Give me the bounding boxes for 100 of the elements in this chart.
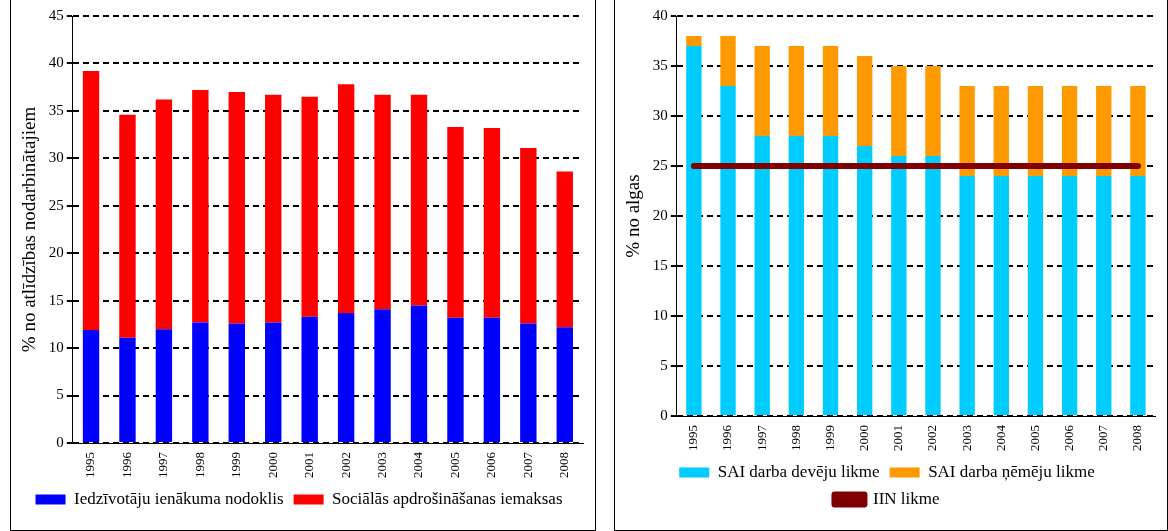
y-tick-label: 30 xyxy=(48,149,64,166)
x-tick-label: 1998 xyxy=(191,452,207,478)
bar xyxy=(447,127,464,318)
y-tick-label: 10 xyxy=(652,306,668,323)
y-tick-label: 5 xyxy=(660,356,668,373)
bar xyxy=(754,136,770,415)
bar xyxy=(82,330,100,442)
bar xyxy=(337,84,355,313)
y-tick-label: 15 xyxy=(48,291,64,308)
bar xyxy=(301,316,318,442)
legend-label: SAI darba devēju likme xyxy=(717,461,880,481)
bar xyxy=(686,36,702,46)
bar xyxy=(993,86,1009,176)
x-tick-label: 1998 xyxy=(787,425,803,451)
bar xyxy=(483,127,501,318)
y-tick-label: 35 xyxy=(652,56,668,73)
bar xyxy=(556,171,573,328)
bar xyxy=(228,91,245,324)
y-tick-label: 25 xyxy=(48,196,64,213)
x-tick-label: 2000 xyxy=(856,425,872,451)
bar xyxy=(856,146,873,415)
bar xyxy=(1130,176,1146,415)
bar xyxy=(556,327,573,442)
x-tick-label: 2008 xyxy=(556,452,572,478)
y-tick-label: 20 xyxy=(48,244,64,261)
bar xyxy=(925,66,941,156)
y-tick-label: 30 xyxy=(652,106,668,123)
bar xyxy=(410,94,428,306)
bar xyxy=(1027,176,1044,415)
bar xyxy=(155,329,173,442)
bar xyxy=(337,313,355,442)
bar xyxy=(301,96,318,317)
bar xyxy=(822,136,839,415)
y-tick-label: 20 xyxy=(652,206,668,223)
bar xyxy=(720,36,736,86)
x-tick-label: 1996 xyxy=(118,451,134,478)
bar xyxy=(925,156,941,415)
legend-label: Sociālās apdrošināšanas iemaksas xyxy=(332,488,563,508)
bar xyxy=(1096,86,1112,176)
x-tick-label: 2004 xyxy=(992,424,1008,451)
bar xyxy=(119,337,136,442)
bar xyxy=(754,46,770,136)
bar xyxy=(856,56,873,146)
bar xyxy=(686,46,702,415)
bar xyxy=(788,136,805,415)
bar xyxy=(959,176,975,415)
bar xyxy=(1130,86,1146,176)
x-tick-label: 2006 xyxy=(483,451,499,478)
y-tick-label: 45 xyxy=(48,6,64,23)
legend-label: SAI darba ņēmēju likme xyxy=(928,461,1095,481)
x-tick-label: 2001 xyxy=(890,425,906,451)
x-tick-label: 2005 xyxy=(446,452,462,478)
bar xyxy=(192,90,209,323)
y-tick-label: 0 xyxy=(56,433,64,450)
x-tick-label: 2003 xyxy=(373,452,389,478)
x-tick-label: 2001 xyxy=(301,452,317,478)
bar xyxy=(1061,176,1078,415)
y-tick-label: 35 xyxy=(48,101,64,118)
x-tick-label: 2002 xyxy=(337,452,353,478)
bar xyxy=(891,66,907,156)
y-tick-label: 25 xyxy=(652,156,668,173)
legend-label: Iedzīvotāju ienākuma nodoklis xyxy=(74,488,284,508)
bar xyxy=(155,99,173,330)
y-tick-label: 15 xyxy=(652,256,668,273)
bar xyxy=(1096,176,1112,415)
bar xyxy=(447,317,464,442)
bar xyxy=(82,71,100,331)
x-tick-label: 2008 xyxy=(1129,425,1145,451)
bar xyxy=(1027,86,1044,176)
bar xyxy=(959,86,975,176)
x-tick-label: 1995 xyxy=(82,452,98,478)
x-tick-label: 1997 xyxy=(753,424,769,451)
x-tick-label: 1999 xyxy=(228,452,244,478)
x-tick-label: 2007 xyxy=(1095,424,1111,451)
bar xyxy=(410,305,428,442)
x-tick-label: 1999 xyxy=(821,425,837,451)
y-tick-label: 0 xyxy=(660,406,668,423)
bar xyxy=(119,114,136,338)
y-tick-label: 40 xyxy=(652,6,668,23)
x-tick-label: 2003 xyxy=(958,425,974,451)
y-axis-title: % no algas xyxy=(622,174,644,258)
x-tick-label: 2005 xyxy=(1026,425,1042,451)
bar xyxy=(520,323,537,442)
bar xyxy=(374,309,391,442)
bar xyxy=(265,94,282,323)
y-axis-title: % no atlīdzības nodarbinātajiem xyxy=(18,106,40,353)
bar xyxy=(265,322,282,442)
x-tick-label: 2007 xyxy=(519,451,535,478)
bar xyxy=(483,317,501,442)
bar xyxy=(192,322,209,442)
bar xyxy=(720,86,736,415)
x-tick-label: 2000 xyxy=(264,452,280,478)
x-tick-label: 1997 xyxy=(155,451,171,478)
bar xyxy=(1061,86,1078,176)
bar xyxy=(520,147,537,324)
x-tick-label: 1996 xyxy=(719,424,735,451)
bar xyxy=(891,156,907,415)
y-tick-label: 5 xyxy=(56,386,64,403)
x-tick-label: 2006 xyxy=(1061,424,1077,451)
bar xyxy=(374,94,391,310)
